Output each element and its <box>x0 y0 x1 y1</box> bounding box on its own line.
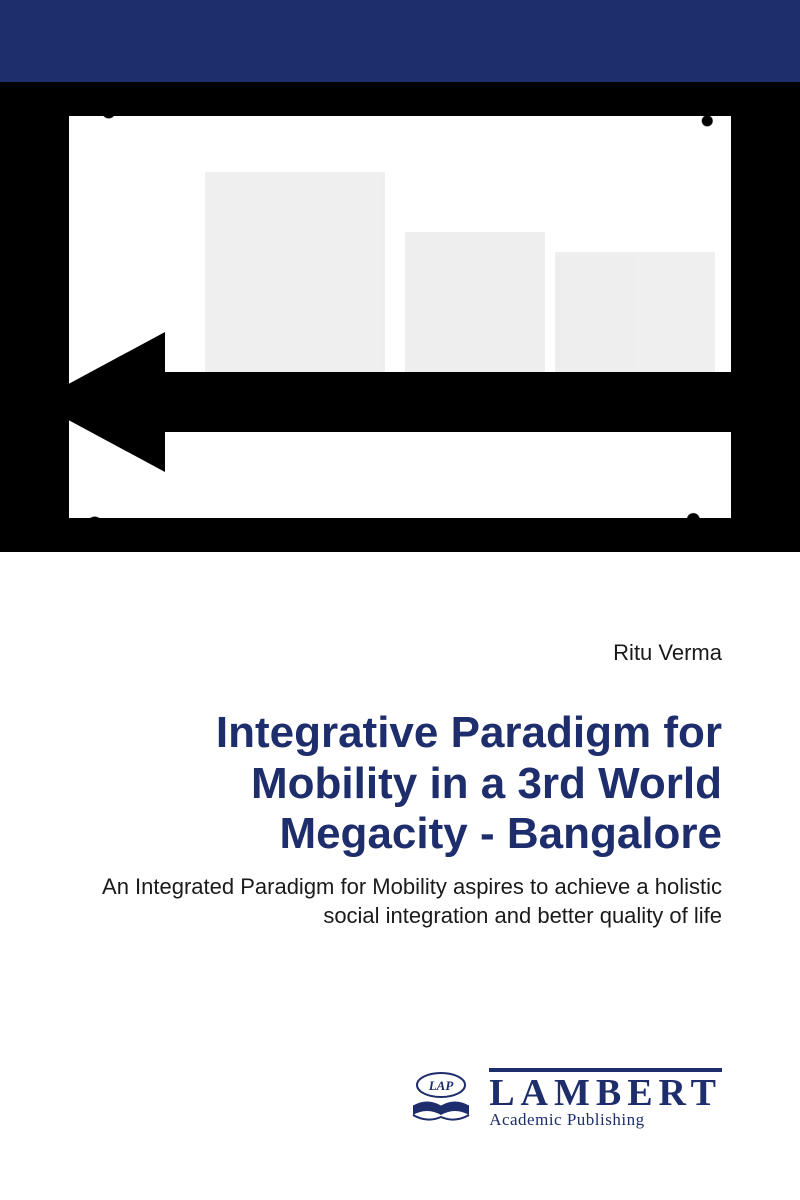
ink-drip <box>535 532 541 552</box>
publisher-logo-icon: LAP <box>407 1071 475 1127</box>
book-subtitle: An Integrated Paradigm for Mobility aspi… <box>82 872 722 931</box>
ink-drip <box>185 528 191 552</box>
ink-drip <box>385 518 391 552</box>
cover-text-block: Ritu Verma Integrative Paradigm for Mobi… <box>82 640 722 931</box>
left-arrow-graphic <box>45 342 765 462</box>
top-brand-bar <box>0 0 800 82</box>
hero-framed-illustration <box>65 112 735 522</box>
author-name: Ritu Verma <box>82 640 722 666</box>
publisher-block: LAP LAMBERT Academic Publishing <box>407 1068 722 1130</box>
book-title: Integrative Paradigm for Mobility in a 3… <box>82 708 722 860</box>
svg-text:LAP: LAP <box>428 1078 455 1093</box>
publisher-text: LAMBERT Academic Publishing <box>489 1068 722 1130</box>
hero-band <box>0 82 800 552</box>
ink-drip <box>625 524 631 552</box>
publisher-name: LAMBERT <box>489 1068 722 1112</box>
